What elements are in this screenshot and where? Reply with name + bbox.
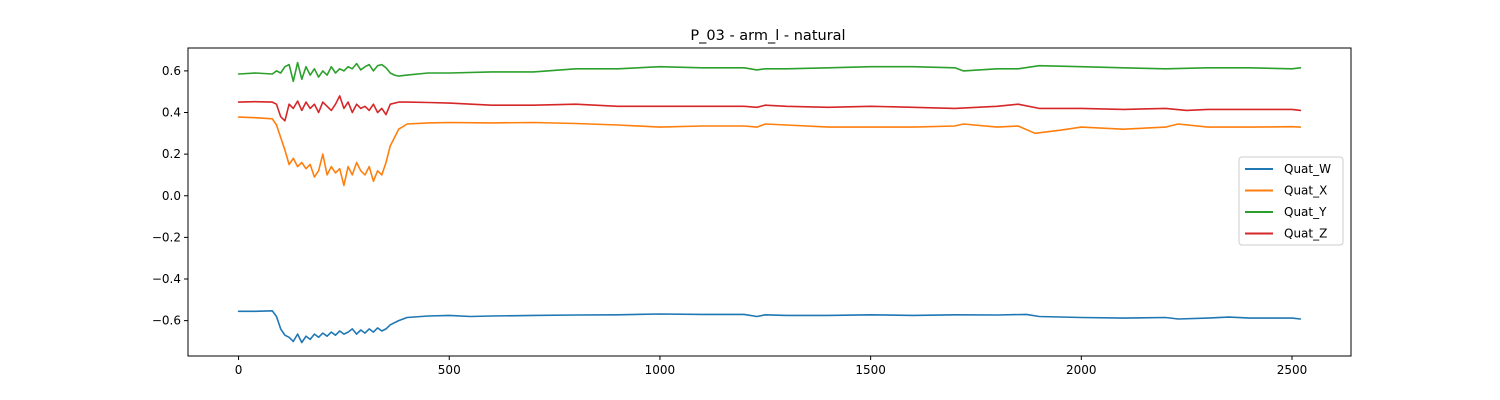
- legend-label: Quat_W: [1284, 162, 1331, 176]
- legend-label: Quat_X: [1284, 184, 1327, 198]
- x-axis: 0 500 1000 1500 2000 2500: [235, 356, 1308, 377]
- chart-title: P_03 - arm_l - natural: [690, 28, 845, 44]
- legend-box: [1238, 156, 1344, 246]
- series-line-quat-z: [237, 95, 1302, 122]
- series-line-quat-y: [237, 61, 1302, 83]
- legend-label: Quat_Y: [1284, 205, 1327, 219]
- series-layer: [237, 61, 1302, 344]
- y-tick-label: 0.4: [162, 106, 181, 120]
- series-line-quat-x: [237, 116, 1302, 187]
- x-tick-label: 1000: [645, 363, 676, 377]
- y-tick-label: 0.0: [162, 189, 181, 203]
- y-tick-label: −0.2: [152, 230, 181, 244]
- y-tick-label: −0.4: [152, 272, 181, 286]
- y-axis: −0.6 −0.4 −0.2 0.0 0.2 0.4 0.6: [152, 64, 188, 328]
- x-tick-label: 2000: [1066, 363, 1097, 377]
- x-tick-label: 0: [235, 363, 243, 377]
- x-tick-label: 2500: [1277, 363, 1308, 377]
- series-line-quat-w: [237, 309, 1302, 344]
- y-tick-label: 0.6: [162, 64, 181, 78]
- y-tick-label: −0.6: [152, 314, 181, 328]
- x-tick-label: 500: [438, 363, 461, 377]
- plot-area-frame: [187, 47, 1352, 357]
- legend-label: Quat_Z: [1284, 227, 1327, 241]
- legend: Quat_W Quat_X Quat_Y Quat_Z: [1238, 156, 1344, 246]
- y-tick-label: 0.2: [162, 147, 181, 161]
- x-tick-label: 1500: [855, 363, 886, 377]
